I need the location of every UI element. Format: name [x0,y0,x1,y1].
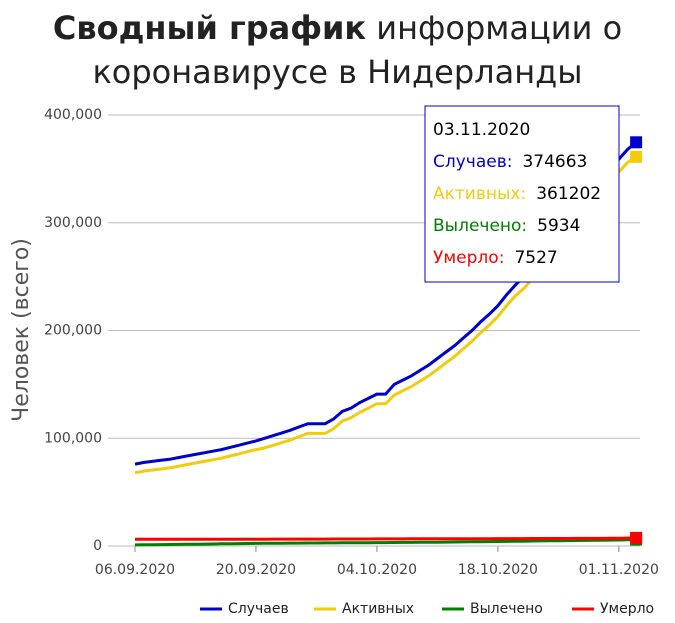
y-tick-label: 100,000 [44,430,102,446]
end-marker [630,150,643,163]
y-axis-label: Человек (всего) [9,238,34,422]
x-tick-label: 04.10.2020 [337,562,417,578]
end-marker [630,531,643,544]
tooltip-label: Активных: [433,184,526,204]
tooltip: 03.11.2020 Случаев: 374663 Активных: 361202 В… [424,105,620,283]
tooltip-label: Случаев: [433,152,512,172]
x-tick-label: 06.09.2020 [95,562,175,578]
tooltip-entry: Умерло: 7527 [433,248,558,268]
y-tick-label: 200,000 [44,323,102,339]
y-tick-label: 300,000 [44,215,102,231]
x-tick-label: 18.10.2020 [458,562,538,578]
series-line [134,538,637,547]
x-tick-label: 01.11.2020 [579,562,659,578]
tooltip-entry: Случаев: 374663 [433,152,587,172]
y-tick-label: 400,000 [44,107,102,123]
tooltip-value: 374663 [522,152,587,172]
tooltip-value: 7527 [514,248,557,268]
series-line [135,536,637,541]
legend-label: Умерло [600,601,654,617]
tooltip-date: 03.11.2020 [433,120,530,140]
tooltip-entry: Активных: 361202 [433,184,601,204]
tooltip-box [424,105,620,283]
y-tick-label: 0 [93,538,102,554]
tooltip-label: Вылечено: [433,216,527,236]
legend-label: Активных [342,601,414,617]
end-marker [630,136,643,149]
tooltip-label: Умерло: [433,248,504,268]
title-rest: информации о коронавирусе в Нидерланды [92,9,623,91]
chart-title: Сводный график информации о коронавирусе… [20,6,655,94]
title-bold: Сводный график [52,9,367,47]
tooltip-value: 5934 [537,216,580,236]
x-tick-label: 20.09.2020 [216,562,296,578]
tooltip-entry: Вылечено: 5934 [433,216,580,236]
legend-label: Случаев [228,601,289,617]
tooltip-value: 361202 [536,184,601,204]
legend-label: Вылечено [470,601,543,617]
